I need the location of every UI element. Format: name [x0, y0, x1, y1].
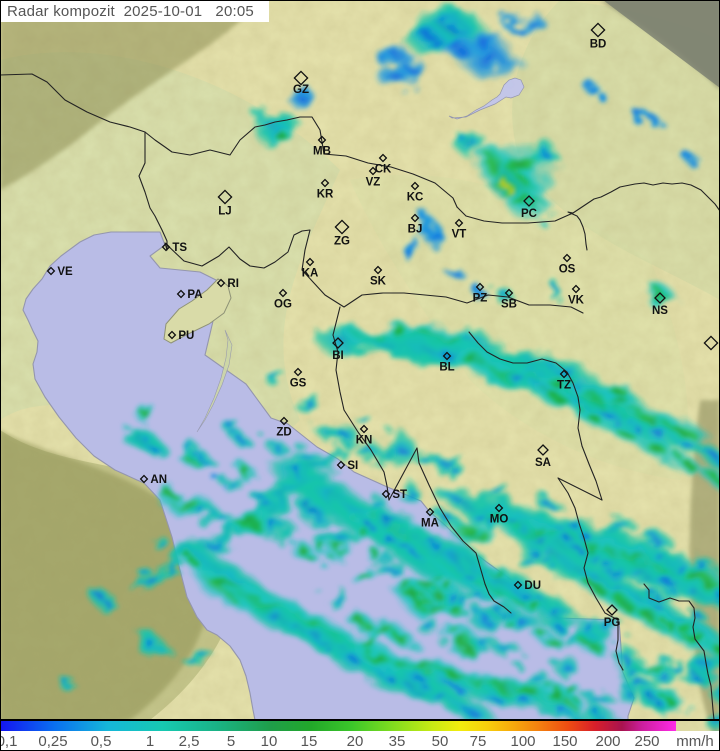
svg-text:ZG: ZG [334, 236, 350, 248]
svg-text:RI: RI [227, 278, 239, 290]
svg-text:NS: NS [652, 305, 668, 317]
svg-text:SB: SB [501, 298, 517, 310]
svg-text:SA: SA [535, 457, 551, 469]
svg-text:MO: MO [490, 513, 509, 525]
svg-text:TS: TS [172, 242, 187, 254]
svg-text:DU: DU [524, 580, 541, 592]
svg-text:CK: CK [375, 163, 392, 175]
svg-text:SK: SK [370, 275, 387, 287]
svg-text:BL: BL [439, 361, 454, 373]
svg-text:VZ: VZ [366, 176, 381, 188]
svg-text:PU: PU [178, 330, 194, 342]
svg-text:PA: PA [187, 289, 202, 301]
svg-text:VT: VT [452, 228, 467, 240]
svg-text:KN: KN [356, 434, 373, 446]
svg-text:VK: VK [568, 294, 585, 306]
svg-text:MB: MB [313, 145, 331, 157]
svg-text:PZ: PZ [473, 292, 488, 304]
svg-text:KR: KR [317, 188, 334, 200]
svg-text:GS: GS [290, 377, 307, 389]
svg-text:BI: BI [332, 350, 344, 362]
svg-text:OG: OG [274, 298, 292, 310]
svg-text:AN: AN [150, 474, 167, 486]
svg-text:SI: SI [347, 460, 358, 472]
svg-text:KA: KA [302, 267, 319, 279]
svg-text:ZD: ZD [276, 426, 291, 438]
svg-text:ST: ST [392, 489, 407, 501]
svg-text:LJ: LJ [218, 206, 231, 218]
svg-text:MA: MA [421, 517, 439, 529]
svg-text:KC: KC [407, 191, 424, 203]
svg-text:PG: PG [604, 617, 621, 629]
svg-text:TZ: TZ [557, 379, 571, 391]
svg-text:GZ: GZ [293, 84, 309, 96]
svg-text:VE: VE [57, 266, 73, 278]
svg-text:OS: OS [559, 263, 576, 275]
svg-text:BD: BD [590, 39, 607, 51]
svg-text:PC: PC [521, 208, 537, 220]
svg-text:BJ: BJ [408, 223, 423, 235]
